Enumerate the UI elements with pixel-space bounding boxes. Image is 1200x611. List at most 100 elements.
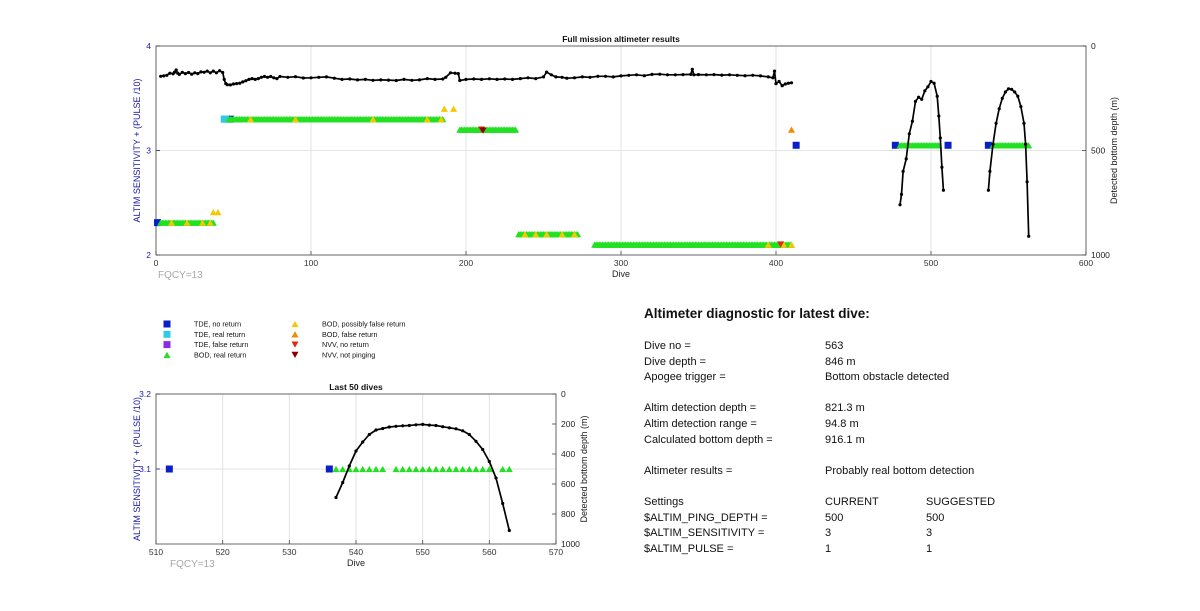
x-tick-label: 560	[482, 547, 496, 557]
bottom-chart: 510 520 530 540 550 560 570 3.1 3.2 0 200 400 600 800…	[132, 382, 589, 570]
marker	[465, 465, 473, 473]
depth-point	[554, 75, 558, 79]
depth-point	[434, 423, 438, 428]
marker	[154, 219, 162, 227]
detect-range-label: Altim detection range =	[644, 417, 757, 430]
marker	[432, 465, 440, 473]
x-tick-label: 540	[349, 547, 363, 557]
depth-point	[340, 77, 344, 81]
settings-header-row: Settings CURRENT SUGGESTED	[644, 495, 1164, 511]
y-tick-label-left: 4	[146, 41, 151, 51]
x-tick-label: 500	[924, 258, 938, 268]
marker	[339, 465, 347, 473]
depth-point	[665, 73, 670, 77]
legend-item: TDE, real return	[163, 330, 245, 339]
plot-frame	[155, 393, 557, 545]
marker	[788, 126, 795, 133]
depth-point	[454, 427, 458, 431]
depth-point	[222, 77, 226, 81]
depth-point	[650, 72, 654, 76]
depth-point	[681, 73, 685, 77]
depth-point	[317, 75, 321, 79]
diagnostic-panel: Altimeter diagnostic for latest dive: Di…	[644, 306, 1164, 557]
depth-point	[534, 77, 538, 81]
marker	[521, 230, 529, 238]
depth-point	[256, 77, 260, 81]
depth-point	[997, 107, 1001, 111]
depth-point	[940, 165, 944, 169]
pulse-suggested: 1	[926, 542, 933, 555]
depth-point	[1016, 94, 1020, 98]
depth-point	[503, 77, 507, 81]
x-tick-label: 550	[416, 547, 430, 557]
depth-point	[407, 423, 411, 428]
fqcy-note: FQCY=13	[158, 270, 203, 281]
detect-range-row: Altim detection range = 94.8 m	[644, 417, 1164, 433]
y-tick-label-left: 2	[146, 250, 151, 260]
depth-point	[789, 81, 794, 85]
depth-point	[696, 73, 701, 77]
marker	[369, 116, 377, 123]
depth-point	[401, 424, 405, 428]
depth-point	[427, 423, 431, 427]
depth-point	[354, 449, 358, 453]
depth-point	[904, 157, 908, 161]
marker	[944, 141, 952, 149]
depth-point	[720, 73, 724, 77]
y-tick-label-right: 800	[561, 509, 575, 519]
sensitivity-current: 3	[825, 527, 832, 540]
marker	[405, 465, 413, 473]
depth-point	[441, 425, 445, 429]
depth-point	[341, 480, 345, 485]
depth-point	[692, 73, 696, 77]
legend-label: TDE, no return	[194, 320, 241, 329]
x-tick-label: 200	[459, 258, 473, 268]
marker	[379, 465, 387, 473]
x-tick-label: 400	[769, 258, 783, 268]
y-tick-label-right: 1000	[1091, 250, 1110, 260]
ping-depth-current: 500	[825, 511, 844, 524]
depth-point	[187, 70, 191, 75]
legend-label: NVV, no return	[322, 340, 369, 349]
current-header: CURRENT	[825, 495, 879, 508]
legend-item: TDE, no return	[163, 320, 241, 329]
y-tick-label-right: 0	[561, 389, 566, 399]
marker	[437, 116, 445, 123]
diagnostic-title: Altimeter diagnostic for latest dive:	[644, 306, 870, 321]
depth-point	[507, 528, 511, 533]
marker	[764, 241, 772, 248]
depth-point	[433, 77, 437, 81]
depth-point	[743, 74, 747, 78]
legend-marker	[291, 341, 299, 348]
depth-point	[1000, 96, 1004, 100]
depth-point	[932, 81, 936, 85]
depth-point	[658, 72, 662, 76]
depth-point	[461, 429, 465, 433]
depth-point	[899, 192, 904, 196]
depth-point	[324, 75, 329, 79]
results-value: Probably real bottom detection	[825, 464, 975, 477]
marker	[439, 465, 447, 473]
marker	[206, 219, 214, 226]
depth-point	[218, 69, 222, 73]
x-tick-label: 100	[304, 258, 318, 268]
chart-title: Last 50 dives	[329, 382, 383, 392]
depth-point	[278, 74, 282, 79]
depth-point	[334, 495, 338, 500]
depth-point	[689, 72, 693, 76]
legend-item: BOD, false return	[291, 330, 378, 339]
depth-point	[580, 75, 584, 79]
depth-point	[371, 78, 375, 82]
y-tick-label-right: 0	[1091, 41, 1096, 51]
depth-point	[309, 76, 313, 80]
depth-point	[991, 142, 995, 146]
x-tick-label: 0	[154, 258, 159, 268]
depth-point	[168, 71, 172, 75]
depth-point	[193, 71, 197, 75]
depth-point	[907, 132, 911, 136]
depth-point	[611, 75, 615, 79]
series-bod-possibly-false-return	[168, 105, 795, 248]
depth-point	[518, 77, 522, 81]
marker	[332, 465, 340, 473]
